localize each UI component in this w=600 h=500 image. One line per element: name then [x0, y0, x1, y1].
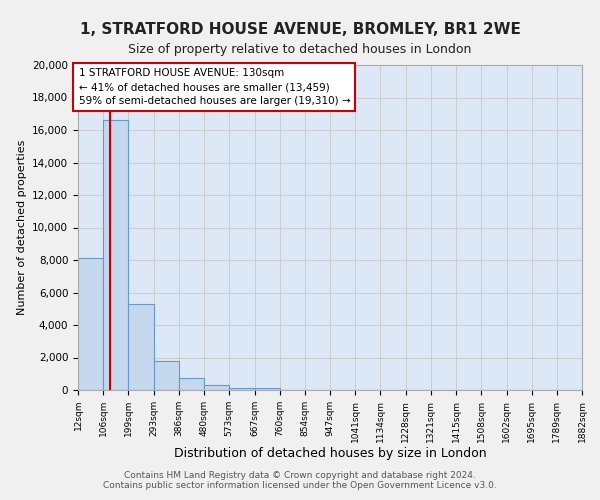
Bar [128, 304, 154, 390]
Text: 1, STRATFORD HOUSE AVENUE, BROMLEY, BR1 2WE: 1, STRATFORD HOUSE AVENUE, BROMLEY, BR1 … [80, 22, 520, 38]
X-axis label: Distribution of detached houses by size in London: Distribution of detached houses by size … [173, 448, 487, 460]
Bar [78, 258, 103, 390]
Bar [103, 120, 128, 390]
Text: 1 STRATFORD HOUSE AVENUE: 130sqm
← 41% of detached houses are smaller (13,459)
5: 1 STRATFORD HOUSE AVENUE: 130sqm ← 41% o… [79, 68, 350, 106]
Text: Contains public sector information licensed under the Open Government Licence v3: Contains public sector information licen… [103, 480, 497, 490]
Y-axis label: Number of detached properties: Number of detached properties [17, 140, 26, 315]
Text: Contains HM Land Registry data © Crown copyright and database right 2024.: Contains HM Land Registry data © Crown c… [124, 470, 476, 480]
Text: Size of property relative to detached houses in London: Size of property relative to detached ho… [128, 42, 472, 56]
Bar [179, 378, 204, 390]
Bar [229, 388, 254, 390]
Bar [154, 361, 179, 390]
Bar [254, 388, 280, 390]
Bar [204, 386, 229, 390]
